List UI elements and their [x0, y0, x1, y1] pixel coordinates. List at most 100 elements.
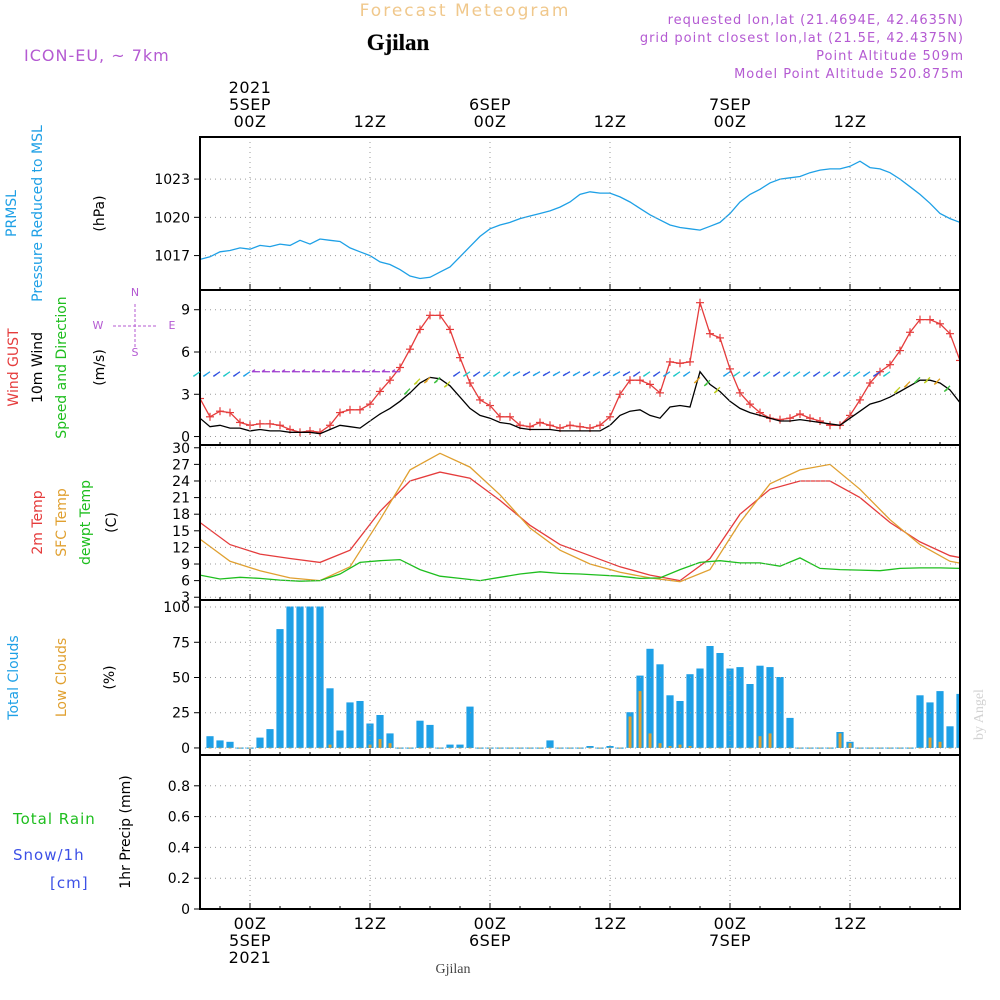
wind-arrow-head — [803, 373, 807, 377]
y-axis-label: (hPa) — [92, 195, 108, 231]
series-line-10m-wind — [200, 370, 960, 435]
compass-letter: N — [131, 286, 139, 299]
y-tick-label: 0.8 — [168, 779, 190, 795]
y-tick-label: 30 — [172, 441, 190, 457]
low-cloud-bar — [979, 748, 982, 749]
y-tick-label: 0 — [181, 741, 190, 757]
time-label: 12Z — [594, 112, 627, 131]
y-tick-label: 3 — [181, 590, 190, 606]
model-label: ICON-EU, ~ 7km — [24, 46, 170, 65]
y-tick-label: 0 — [181, 902, 190, 918]
total-cloud-bar — [686, 674, 694, 748]
series-line-sfc-temp — [200, 452, 960, 583]
wind-arrow-head — [783, 373, 787, 377]
low-cloud-bar — [368, 744, 372, 748]
wind-arrow-head — [542, 373, 547, 377]
panel-5: 0 0.2 0.4 0.6 0.8 1hr Precip (mm) — [118, 754, 961, 918]
y-tick-label: 24 — [172, 474, 190, 490]
wind-arrow-head — [413, 381, 418, 385]
credit-watermark: by Angel — [972, 689, 987, 740]
plot-area — [200, 298, 960, 437]
low-cloud-bar — [688, 746, 692, 748]
wind-arrow-head — [622, 373, 627, 377]
wind-arrow-head — [493, 373, 497, 377]
total-cloud-bar — [656, 664, 664, 748]
low-cloud-bar — [328, 744, 332, 748]
wind-arrow-head — [331, 369, 336, 373]
wind-arrow-head — [943, 388, 948, 393]
wind-arrow-head — [463, 373, 467, 377]
y-tick-label: 27 — [172, 457, 190, 473]
wind-arrow-head — [301, 369, 306, 373]
time-label: 6SEP — [469, 931, 511, 950]
wind-arrow-head — [483, 373, 487, 377]
total-cloud-bar — [326, 688, 334, 748]
series-label: Low Clouds — [54, 638, 70, 717]
precip-label: Snow/1h — [13, 846, 85, 864]
total-cloud-bar — [266, 729, 274, 748]
wind-arrow-head — [321, 369, 326, 373]
wind-arrow-head — [261, 369, 266, 373]
compass-letter: E — [169, 319, 176, 332]
panel-frame — [199, 136, 961, 291]
wind-arrow-head — [203, 373, 207, 377]
total-cloud-bar — [606, 746, 614, 748]
wind-arrow-head — [713, 390, 718, 394]
series-line-2m-temp — [200, 471, 960, 582]
series-label: dewpt Temp — [78, 480, 94, 565]
low-cloud-bar — [668, 746, 672, 748]
y-tick-label: 18 — [172, 507, 190, 523]
wind-arrow-head — [633, 373, 637, 377]
time-label: 2021 — [229, 78, 272, 97]
wind-arrow-head — [753, 373, 757, 377]
total-cloud-bar — [346, 702, 354, 748]
y-tick-label: 12 — [172, 540, 190, 556]
series-label: Pressure Reduced to MSL — [30, 125, 46, 302]
time-label: 2021 — [229, 948, 272, 967]
low-cloud-bar — [989, 748, 992, 749]
y-tick-label: 21 — [172, 491, 190, 507]
y-tick-label: 50 — [172, 671, 190, 687]
wind-arrow-head — [371, 369, 376, 373]
wind-arrow-head — [423, 380, 428, 384]
wind-arrow-head — [923, 380, 928, 384]
y-axis-label: (C) — [104, 512, 120, 533]
requested-coords: requested lon,lat (21.4694E, 42.4635N) — [668, 13, 964, 28]
time-label: 00Z — [474, 914, 507, 933]
wind-arrow-head — [913, 380, 918, 384]
precip-label: Total Rain — [12, 810, 96, 828]
total-cloud-bar — [946, 726, 954, 748]
wind-arrow-head — [403, 391, 408, 395]
total-cloud-bar — [256, 737, 264, 748]
series-label: Wind GUST — [6, 328, 22, 407]
wind-direction-arrows — [193, 369, 951, 395]
y-tick-label: 0.6 — [168, 810, 190, 826]
panels: 1017 1020 1023 PRMSL Pressure Reduced to MSL… — [4, 125, 992, 918]
wind-arrow-head — [733, 373, 737, 377]
wind-arrow-head — [552, 373, 557, 377]
compass-rose: N E S W — [93, 286, 176, 359]
time-label: 00Z — [714, 914, 747, 933]
wind-arrow-head — [793, 373, 797, 377]
total-cloud-bar — [716, 653, 724, 748]
total-cloud-bar — [666, 695, 674, 748]
total-cloud-bar — [206, 736, 214, 748]
low-cloud-bar — [648, 733, 652, 748]
total-cloud-bar — [336, 730, 344, 748]
wind-arrow-head — [723, 373, 727, 377]
low-cloud-bar — [388, 743, 392, 748]
wind-arrow-head — [572, 373, 577, 377]
y-tick-label: 0.2 — [168, 871, 190, 887]
series-line-dewpt-temp — [200, 557, 960, 582]
y-tick-label: 1023 — [154, 172, 190, 188]
model-altitude: Model Point Altitude 520.875m — [734, 67, 964, 82]
total-cloud-bar — [456, 744, 464, 748]
wind-arrow-head — [281, 369, 286, 373]
wind-arrow-head — [883, 373, 887, 377]
total-cloud-bar — [676, 701, 684, 748]
precip-labels: Total Rain Snow/1h [cm] — [12, 810, 96, 892]
total-cloud-bar — [356, 701, 364, 748]
wind-arrow-head — [592, 373, 597, 377]
